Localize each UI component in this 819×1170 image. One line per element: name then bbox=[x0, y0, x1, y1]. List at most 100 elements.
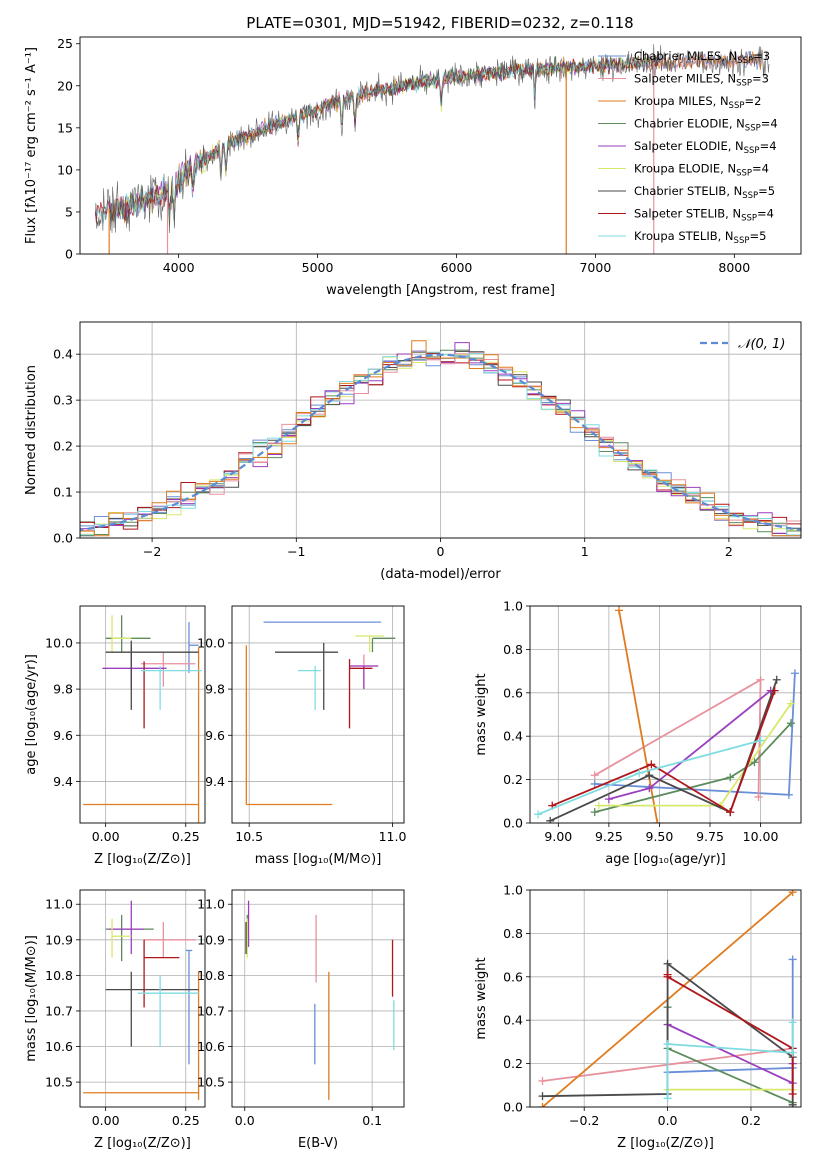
mass_vs_ebv-xtick-label: 0.1 bbox=[362, 1113, 382, 1128]
mass_vs_Z-grid bbox=[80, 890, 205, 1107]
mass_weight_vs_age-marker-2 bbox=[653, 819, 662, 823]
spectrum-ytick-label: 0 bbox=[65, 247, 73, 262]
mass_weight_vs_age-ylabel: mass weight bbox=[474, 673, 489, 755]
mass_weight_vs_age-marker-7 bbox=[770, 686, 779, 695]
age_vs_Z-xlabel: Z [log₁₀(Z/Z⊙)] bbox=[94, 852, 191, 867]
residuals-xtick-label: 2 bbox=[725, 544, 733, 559]
mass_weight_vs_age-marker-0 bbox=[784, 790, 793, 799]
mass_weight_vs_age-marker-3 bbox=[726, 773, 735, 782]
residuals-plot-area bbox=[80, 340, 801, 537]
mass_vs_ebv-axes: 0.0 0.1 10.5 10.6 10.7 10.8 10.9 11.0 E(B-V) bbox=[197, 889, 405, 1151]
age_vs_Z-frame bbox=[79, 605, 206, 824]
spectrum-line-8 bbox=[94, 54, 658, 226]
age_vs_mass-ytick-label: 9.4 bbox=[205, 774, 225, 789]
legend-label-7: Salpeter STELIB, NSSP=4 bbox=[634, 207, 774, 224]
spectrum-line-5 bbox=[108, 56, 658, 227]
mass_vs_Z-axes: 0.00 0.25 10.5 10.6 10.7 10.8 10.9 11.0 Z [log₁₀… bbox=[24, 889, 206, 1151]
mass_weight_vs_Z-xtick-label: 0.0 bbox=[658, 1113, 678, 1128]
mass_weight_vs_Z-marker-1 bbox=[538, 1076, 547, 1085]
mass_weight_vs_Z-plot-area bbox=[538, 890, 797, 1107]
residuals-normal-curve bbox=[80, 353, 801, 532]
mass_weight_vs_Z-ytick-label: 0.4 bbox=[503, 1013, 523, 1028]
mass_weight_vs_Z-ytick-label: 0.0 bbox=[503, 1100, 523, 1115]
mass_weight_vs_Z-marker-0 bbox=[788, 955, 797, 964]
mass_weight_vs_age-marker-7 bbox=[647, 760, 656, 769]
mass_weight_vs_age-marker-6 bbox=[546, 816, 555, 823]
mass_vs_ebv-plot-area bbox=[245, 900, 395, 1100]
mass_weight_vs_Z-ytick-label: 0.8 bbox=[503, 926, 523, 941]
mass_vs_Z-ytick-label: 10.5 bbox=[45, 1075, 73, 1090]
mass_weight_vs_age-marker-1 bbox=[756, 675, 765, 684]
spectrum-xtick-label: 8000 bbox=[718, 260, 750, 275]
mass_weight_vs_age-series-6 bbox=[549, 679, 778, 822]
mass_vs_ebv-frame bbox=[231, 889, 405, 1108]
mass_vs_Z-frame bbox=[79, 889, 206, 1108]
mass_weight_vs_Z-ytick-label: 1.0 bbox=[503, 883, 523, 898]
age_vs_mass-xlabel: mass [log₁₀(M/M⊙)] bbox=[255, 852, 382, 867]
age_vs_mass-plot-area bbox=[245, 621, 396, 806]
mass_vs_Z-ylabel: mass [log₁₀(M/M⊙)] bbox=[24, 935, 39, 1062]
legend-label-3: Chabrier ELODIE, NSSP=4 bbox=[634, 117, 778, 134]
mass_weight_vs_age-xtick-label: 9.75 bbox=[696, 829, 724, 844]
spectrum-line-3 bbox=[109, 56, 658, 222]
age_vs_mass-xtick-label: 11.0 bbox=[379, 829, 407, 844]
spectrum-ytick-label: 10 bbox=[57, 162, 73, 177]
mass_weight_vs_age-marker-8 bbox=[534, 810, 543, 819]
spectrum-xtick-label: 4000 bbox=[163, 260, 195, 275]
age_vs_Z-ytick-label: 10.0 bbox=[45, 635, 73, 650]
mass_vs_ebv-xtick-label: 0.0 bbox=[235, 1113, 255, 1128]
mass_weight_vs_Z-series-4 bbox=[667, 1023, 794, 1085]
residuals-ytick-label: 0.0 bbox=[53, 531, 73, 546]
age_vs_mass-ytick-label: 9.8 bbox=[205, 682, 225, 697]
legend-label-4: Salpeter ELODIE, NSSP=4 bbox=[634, 139, 777, 156]
mass_weight_vs_Z-marker-7 bbox=[663, 972, 672, 981]
mass_weight_vs_Z-xtick-label: 0.2 bbox=[741, 1113, 761, 1128]
spectrum-line-4 bbox=[108, 57, 658, 219]
spectrum-xtick-label: 7000 bbox=[579, 260, 611, 275]
mass_vs_ebv-xlabel: E(B-V) bbox=[298, 1136, 338, 1151]
legend-label-1: Salpeter MILES, NSSP=3 bbox=[634, 72, 769, 89]
spectrum-line-7 bbox=[94, 56, 658, 224]
residuals-xtick-label: 0 bbox=[437, 544, 445, 559]
mass_weight_vs_age-ytick-label: 0.8 bbox=[503, 642, 523, 657]
age_vs_Z-ytick-label: 9.8 bbox=[53, 682, 73, 697]
mass_weight_vs_Z-series-3 bbox=[666, 1007, 794, 1104]
age_vs_mass-ytick-label: 9.6 bbox=[205, 728, 225, 743]
mass_vs_ebv-ytick-label: 10.9 bbox=[197, 932, 225, 947]
age_vs_Z-xtick-label: 0.25 bbox=[172, 829, 200, 844]
mass_weight_vs_Z-marker-7 bbox=[788, 1089, 797, 1098]
mass_weight_vs_age-marker-0 bbox=[790, 669, 799, 678]
residuals-xlabel: (data-model)/error bbox=[380, 567, 501, 582]
mass_weight_vs_age-marker-3 bbox=[590, 808, 599, 817]
mass_weight_vs_Z-marker-8 bbox=[663, 1094, 672, 1103]
mass_weight_vs_age-marker-0 bbox=[590, 779, 599, 788]
mass_weight_vs_Z-marker-8 bbox=[788, 1048, 797, 1057]
mass_vs_ebv-ytick-label: 11.0 bbox=[197, 897, 225, 912]
mass_weight_vs_Z-ylabel: mass weight bbox=[474, 957, 489, 1039]
mass_weight_vs_Z-ytick-label: 0.2 bbox=[503, 1056, 523, 1071]
age_vs_mass-grid bbox=[232, 606, 404, 823]
mass_weight_vs_age-series-3 bbox=[594, 722, 792, 813]
spectrum-plot-area bbox=[94, 44, 770, 254]
spectrum-ylabel: Flux [fλ10⁻¹⁷ erg cm⁻² s⁻¹ A⁻¹] bbox=[24, 47, 39, 244]
mass_weight_vs_age-series-0 bbox=[594, 673, 796, 796]
mass_vs_ebv-ytick-label: 10.7 bbox=[197, 1003, 225, 1018]
mass_weight_vs_Z-marker-6 bbox=[663, 959, 672, 968]
mass_vs_Z-xtick-label: 0.25 bbox=[172, 1113, 200, 1128]
mass_weight_vs_Z-marker-6 bbox=[788, 1100, 797, 1107]
mass_vs_ebv-ytick-label: 10.6 bbox=[197, 1039, 225, 1054]
mass_weight_vs_age-marker-1 bbox=[590, 771, 599, 780]
residuals-xtick-label: −1 bbox=[287, 544, 305, 559]
age_vs_Z-xtick-label: 0.00 bbox=[92, 829, 120, 844]
mass_weight_vs_age-ytick-label: 1.0 bbox=[503, 599, 523, 614]
mass_weight_vs_age-marker-4 bbox=[645, 784, 654, 793]
spectrum-ytick-label: 15 bbox=[57, 120, 73, 135]
spectrum-ytick-label: 5 bbox=[65, 204, 73, 219]
mass_weight_vs_age-xtick-label: 9.00 bbox=[544, 829, 572, 844]
residuals-ylabel: Normed distribution bbox=[24, 365, 39, 495]
residuals-legend-label: 𝒩(0, 1) bbox=[738, 337, 785, 352]
age_vs_mass-xtick-label: 10.5 bbox=[235, 829, 263, 844]
mass_vs_ebv-ytick-label: 10.8 bbox=[197, 968, 225, 983]
legend-label-0: Chabrier MILES, NSSP=3 bbox=[634, 49, 770, 66]
